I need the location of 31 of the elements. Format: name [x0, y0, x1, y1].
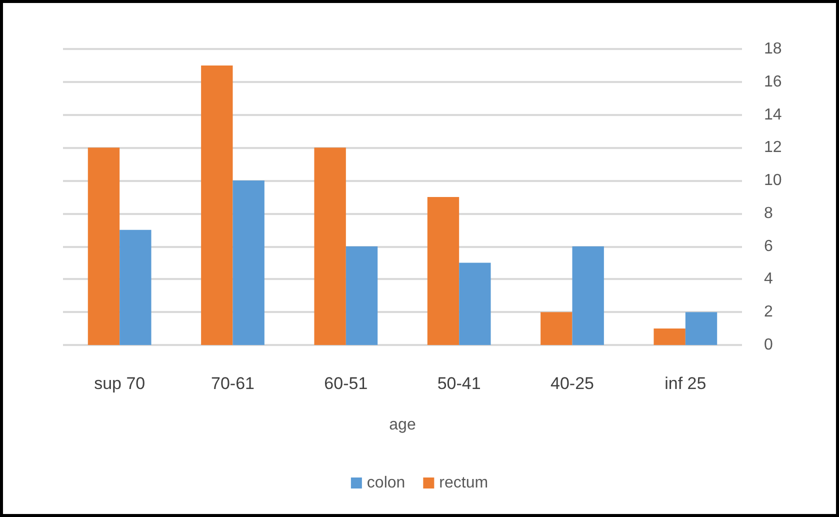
- bar: [314, 148, 346, 345]
- y-tick-label: 18: [764, 40, 782, 58]
- y-tick-label: 2: [764, 304, 773, 321]
- y-tick-label: 4: [764, 270, 773, 288]
- x-tick-label: inf 25: [664, 374, 706, 393]
- y-tick-label: 14: [764, 106, 782, 124]
- y-tick-label: 6: [764, 238, 773, 255]
- bar: [427, 197, 460, 345]
- bar: [459, 262, 491, 345]
- x-tick-label: 70-61: [211, 374, 254, 393]
- y-tick-label: 12: [764, 139, 782, 156]
- x-axis-title: age: [389, 416, 416, 434]
- x-tick-label: 60-51: [324, 374, 368, 393]
- bar: [201, 65, 233, 345]
- legend-label: rectum: [439, 474, 488, 492]
- y-tick-label: 10: [764, 172, 782, 190]
- legend-label: colon: [366, 474, 406, 492]
- bar: [88, 148, 120, 345]
- y-tick-label: 16: [764, 73, 782, 90]
- bar: [540, 312, 572, 345]
- x-tick-label: 50-41: [437, 374, 481, 393]
- y-tick-label: 0: [764, 336, 773, 354]
- y-tick-label: 8: [764, 204, 773, 222]
- bar: [120, 230, 152, 345]
- bar: [685, 312, 718, 345]
- x-tick-label: sup 70: [94, 374, 146, 393]
- x-tick-label: 40-25: [550, 374, 594, 393]
- bar: [232, 180, 264, 345]
- bar: [654, 328, 686, 345]
- bar: [346, 246, 378, 345]
- bar: [572, 246, 604, 345]
